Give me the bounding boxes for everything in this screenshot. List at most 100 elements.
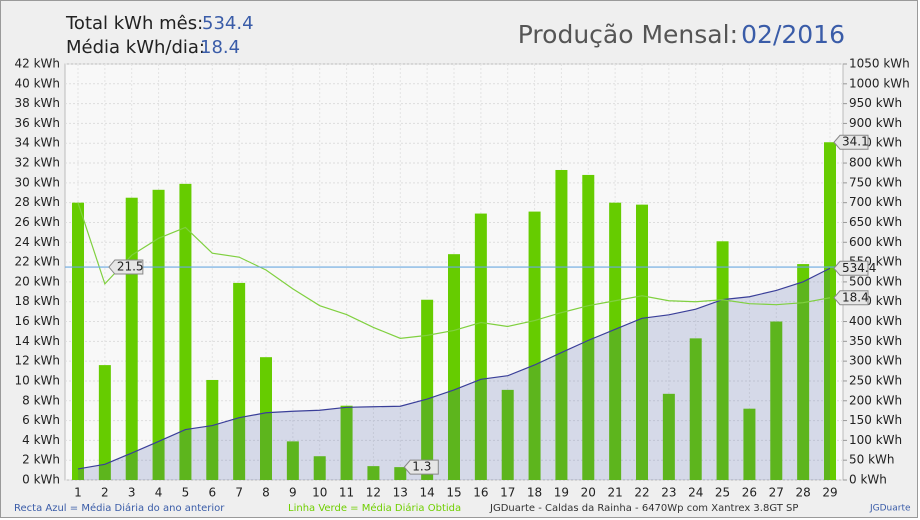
line <box>77 202 831 339</box>
bar <box>72 202 84 480</box>
value-label-box <box>403 459 439 475</box>
x-tick-label: 19 <box>554 486 569 500</box>
bar <box>582 174 595 480</box>
y2-tick-label: 300 kWh <box>849 354 902 368</box>
y-tick-label: 4 kWh <box>22 433 60 447</box>
y2-tick-label: 350 kWh <box>849 334 902 348</box>
x-tick-label: 14 <box>420 486 435 500</box>
x-tick-label: 5 <box>182 486 190 500</box>
y2-tick-label: 650 kWh <box>849 215 902 229</box>
x-tick-label: 24 <box>688 486 703 500</box>
bar <box>233 282 246 480</box>
bar <box>770 321 783 480</box>
y-tick-label: 0 kWh <box>22 473 60 487</box>
bar <box>743 408 756 480</box>
y-tick-label: 30 kWh <box>14 175 60 189</box>
bar <box>394 467 407 480</box>
x-tick-label: 17 <box>500 486 515 500</box>
x-tick-label: 20 <box>581 486 596 500</box>
x-tick-label: 25 <box>715 486 730 500</box>
x-tick-label: 29 <box>822 486 837 500</box>
x-tick-label: 3 <box>128 486 136 500</box>
x-tick-label: 8 <box>262 486 270 500</box>
y-tick-label: 10 kWh <box>14 373 60 387</box>
x-tick-label: 9 <box>289 486 297 500</box>
y-tick-label: 36 kWh <box>14 116 60 130</box>
y2-tick-label: 1050 kWh <box>849 57 910 71</box>
footer-green: Linha Verde = Média Diária Obtida <box>288 502 461 514</box>
y2-tick-label: 600 kWh <box>849 235 902 249</box>
x-tick-label: 12 <box>366 486 381 500</box>
y-tick-label: 26 kWh <box>14 215 60 229</box>
y2-tick-label: 100 kWh <box>849 433 902 447</box>
bar <box>286 441 299 480</box>
value-label: 21.5 <box>117 260 144 274</box>
x-tick-label: 7 <box>235 486 243 500</box>
y-tick-label: 24 kWh <box>14 235 60 249</box>
y-tick-label: 14 kWh <box>14 334 60 348</box>
y-tick-label: 20 kWh <box>14 274 60 288</box>
x-tick-label: 13 <box>393 486 408 500</box>
avg-value: 18.4 <box>200 37 240 58</box>
x-tick-label: 11 <box>339 486 354 500</box>
y-tick-label: 40 kWh <box>14 76 60 90</box>
x-tick-label: 6 <box>208 486 216 500</box>
y2-tick-label: 900 kWh <box>849 116 902 130</box>
y2-tick-label: 500 kWh <box>849 274 902 288</box>
bar <box>206 379 219 480</box>
y2-tick-label: 250 kWh <box>849 373 902 387</box>
x-tick-label: 1 <box>74 486 82 500</box>
value-label-box <box>833 134 869 150</box>
bar <box>474 213 487 481</box>
x-tick-label: 28 <box>796 486 811 500</box>
x-tick-label: 15 <box>446 486 461 500</box>
bar <box>152 189 165 481</box>
chart-period: 02/2016 <box>741 20 845 49</box>
x-tick-label: 26 <box>742 486 757 500</box>
y-tick-label: 22 kWh <box>14 255 60 269</box>
value-label-box <box>833 260 869 276</box>
x-tick-label: 4 <box>155 486 163 500</box>
footer-author: JGDuarte <box>869 504 911 514</box>
footer-blue: Recta Azul = Média Diária do ano anterio… <box>14 502 225 514</box>
bar <box>824 142 836 480</box>
y-tick-label: 2 kWh <box>22 453 60 467</box>
y-tick-label: 16 kWh <box>14 314 60 328</box>
value-label: 534.4 <box>842 261 876 275</box>
x-tick-label: 22 <box>634 486 649 500</box>
y2-tick-label: 1000 kWh <box>849 76 910 90</box>
x-tick-label: 23 <box>661 486 676 500</box>
x-tick-label: 18 <box>527 486 542 500</box>
avg-label: Média kWh/dia: <box>66 37 205 58</box>
bar <box>689 338 702 480</box>
bar <box>528 211 541 481</box>
x-tick-label: 27 <box>769 486 784 500</box>
bar <box>501 389 514 480</box>
y-tick-label: 12 kWh <box>14 354 60 368</box>
footer-credit: JGDuarte - Caldas da Rainha - 6470Wp com… <box>489 503 798 514</box>
value-label: 1.3 <box>412 460 431 474</box>
bar <box>797 264 810 480</box>
x-tick-label: 2 <box>101 486 109 500</box>
total-label: Total kWh mês: <box>65 13 203 34</box>
y2-tick-label: 800 kWh <box>849 156 902 170</box>
chart-title: Produção Mensal: <box>518 20 738 49</box>
y2-tick-label: 200 kWh <box>849 393 902 407</box>
y-tick-label: 34 kWh <box>14 136 60 150</box>
y-tick-label: 28 kWh <box>14 195 60 209</box>
area-line <box>77 267 831 470</box>
bar <box>555 169 568 480</box>
bar <box>367 466 380 480</box>
y2-tick-label: 150 kWh <box>849 413 902 427</box>
x-tick-label: 16 <box>473 486 488 500</box>
y-tick-label: 32 kWh <box>14 156 60 170</box>
y-tick-label: 42 kWh <box>14 57 60 71</box>
area-fill <box>78 268 830 480</box>
bar <box>421 299 434 480</box>
y-tick-label: 38 kWh <box>14 96 60 110</box>
bar <box>609 202 622 480</box>
y2-tick-label: 750 kWh <box>849 175 902 189</box>
y2-tick-label: 0 kWh <box>849 473 887 487</box>
